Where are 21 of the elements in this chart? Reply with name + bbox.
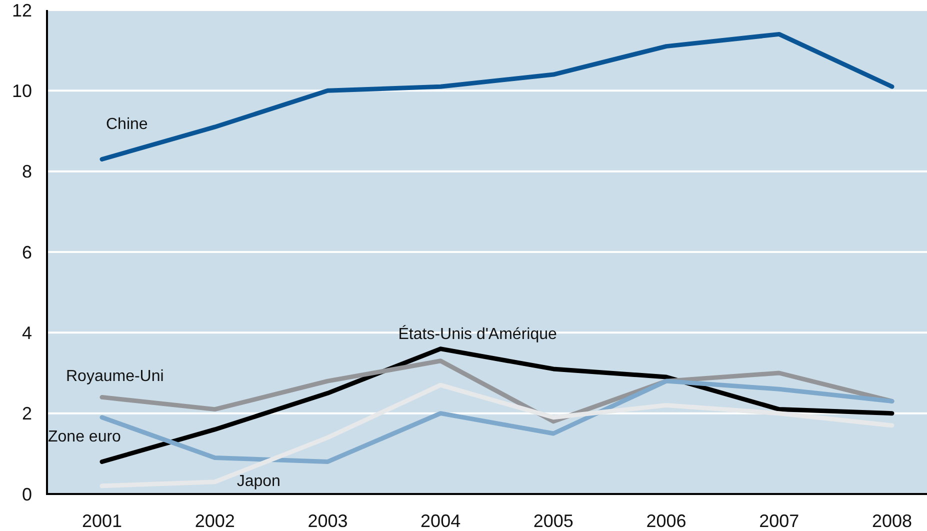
- y-tick-label: 6: [22, 242, 32, 262]
- y-tick-label: 2: [22, 404, 32, 424]
- x-tick-label: 2008: [872, 511, 912, 531]
- y-tick-label: 4: [22, 322, 32, 343]
- x-tick-label: 2004: [420, 511, 461, 531]
- series-label: Zone euro: [48, 428, 122, 446]
- x-tick-label: 2005: [533, 511, 574, 531]
- x-tick-label: 2001: [82, 511, 122, 531]
- x-tick-label: 2003: [308, 511, 348, 531]
- series-label: Chine: [106, 116, 148, 134]
- x-tick-label: 2007: [759, 511, 800, 531]
- y-tick-label: 12: [12, 0, 32, 20]
- series-label: Japon: [236, 472, 280, 490]
- y-tick-label: 8: [22, 162, 32, 182]
- y-tick-label: 10: [12, 80, 32, 101]
- y-tick-label: 0: [22, 484, 32, 504]
- x-tick-label: 2002: [194, 511, 235, 531]
- series-label: États-Unis d'Amérique: [398, 324, 558, 343]
- line-series: [100, 32, 894, 162]
- x-tick-label: 2006: [646, 511, 686, 531]
- series-label: Royaume-Uni: [66, 368, 164, 386]
